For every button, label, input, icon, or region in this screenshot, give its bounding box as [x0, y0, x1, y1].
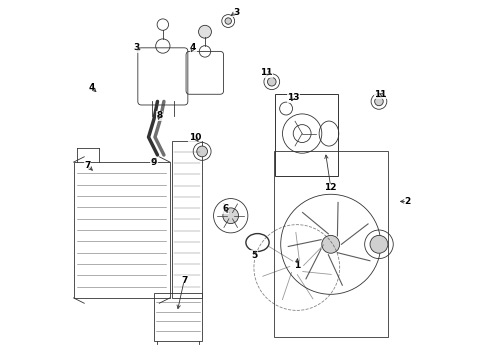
Circle shape — [198, 25, 211, 38]
Circle shape — [197, 146, 207, 157]
Text: 13: 13 — [287, 93, 299, 102]
Text: 4: 4 — [190, 43, 196, 52]
Text: 8: 8 — [156, 111, 162, 120]
Text: 11: 11 — [374, 90, 387, 99]
Text: 9: 9 — [151, 158, 157, 167]
Circle shape — [322, 235, 340, 253]
Circle shape — [268, 77, 276, 86]
Text: 6: 6 — [222, 204, 228, 213]
Text: 3: 3 — [133, 43, 139, 52]
Text: 7: 7 — [85, 161, 91, 170]
Circle shape — [223, 208, 239, 224]
Text: 10: 10 — [189, 132, 201, 141]
Circle shape — [375, 97, 383, 106]
Text: 11: 11 — [260, 68, 272, 77]
Text: 12: 12 — [324, 183, 337, 192]
Text: 5: 5 — [251, 251, 257, 260]
Text: 4: 4 — [88, 83, 95, 92]
Text: 1: 1 — [294, 261, 300, 270]
Circle shape — [370, 235, 388, 253]
Circle shape — [225, 18, 231, 24]
Text: 3: 3 — [233, 8, 239, 17]
Text: 2: 2 — [404, 197, 411, 206]
Text: 7: 7 — [181, 275, 188, 284]
